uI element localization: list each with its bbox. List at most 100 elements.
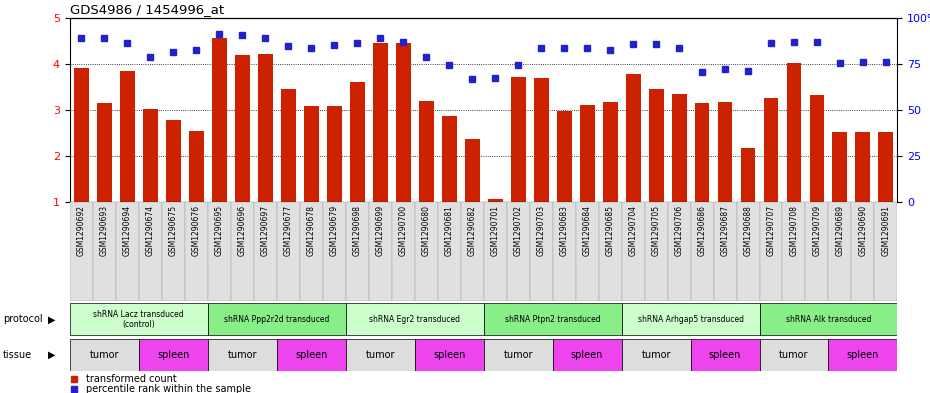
Text: GSM1290705: GSM1290705 xyxy=(652,205,660,257)
Bar xyxy=(207,303,346,335)
Bar xyxy=(73,68,88,202)
Text: GSM1290690: GSM1290690 xyxy=(858,205,868,257)
Text: GSM1290688: GSM1290688 xyxy=(743,205,752,256)
Text: shRNA Arhgap5 transduced: shRNA Arhgap5 transduced xyxy=(638,315,743,324)
Bar xyxy=(760,303,897,335)
Text: GSM1290676: GSM1290676 xyxy=(192,205,201,257)
Bar xyxy=(70,339,139,371)
Text: GSM1290674: GSM1290674 xyxy=(146,205,154,257)
Text: GSM1290704: GSM1290704 xyxy=(629,205,638,257)
Bar xyxy=(189,131,204,202)
Bar xyxy=(695,103,710,202)
Bar xyxy=(829,202,852,301)
Text: shRNA Ppp2r2d transduced: shRNA Ppp2r2d transduced xyxy=(224,315,329,324)
Bar xyxy=(852,202,874,301)
Text: GSM1290681: GSM1290681 xyxy=(445,205,454,256)
Text: spleen: spleen xyxy=(571,350,604,360)
Text: GSM1290678: GSM1290678 xyxy=(307,205,315,256)
Bar xyxy=(856,132,870,202)
Text: GSM1290689: GSM1290689 xyxy=(835,205,844,256)
Bar xyxy=(579,105,594,202)
Bar xyxy=(484,339,552,371)
Bar xyxy=(70,303,207,335)
Bar xyxy=(350,82,365,202)
Text: GSM1290686: GSM1290686 xyxy=(698,205,707,256)
Bar xyxy=(395,43,411,202)
Text: GSM1290703: GSM1290703 xyxy=(537,205,546,257)
Bar xyxy=(760,202,782,301)
Text: GSM1290687: GSM1290687 xyxy=(721,205,729,256)
Bar xyxy=(418,101,433,202)
Bar xyxy=(507,202,529,301)
Text: GSM1290695: GSM1290695 xyxy=(215,205,224,257)
Bar xyxy=(207,202,231,301)
Text: GSM1290691: GSM1290691 xyxy=(882,205,890,256)
Bar xyxy=(97,103,112,202)
Text: GSM1290684: GSM1290684 xyxy=(582,205,591,256)
Bar xyxy=(166,120,180,202)
Bar xyxy=(603,102,618,202)
Bar xyxy=(346,202,368,301)
Text: GSM1290682: GSM1290682 xyxy=(468,205,476,256)
Bar xyxy=(879,132,894,202)
Bar xyxy=(254,202,276,301)
Bar xyxy=(373,43,388,202)
Bar xyxy=(713,202,737,301)
Text: GSM1290700: GSM1290700 xyxy=(399,205,407,257)
Text: tumor: tumor xyxy=(89,350,119,360)
Text: transformed count: transformed count xyxy=(86,374,178,384)
Bar xyxy=(764,99,778,202)
Text: shRNA Alk transduced: shRNA Alk transduced xyxy=(786,315,871,324)
Bar xyxy=(346,303,484,335)
Text: protocol: protocol xyxy=(3,314,43,324)
Bar xyxy=(671,94,686,202)
Bar xyxy=(460,202,484,301)
Text: tumor: tumor xyxy=(365,350,395,360)
Text: ▶: ▶ xyxy=(48,314,56,324)
Bar xyxy=(276,202,299,301)
Bar xyxy=(809,95,825,202)
Text: spleen: spleen xyxy=(433,350,465,360)
Bar xyxy=(740,148,755,202)
Bar xyxy=(115,202,139,301)
Bar xyxy=(552,339,621,371)
Bar xyxy=(668,202,690,301)
Bar xyxy=(326,107,341,202)
Text: spleen: spleen xyxy=(295,350,327,360)
Bar xyxy=(207,339,276,371)
Bar xyxy=(829,339,897,371)
Bar xyxy=(415,202,438,301)
Bar xyxy=(281,89,296,202)
Text: ▶: ▶ xyxy=(48,350,56,360)
Text: GSM1290677: GSM1290677 xyxy=(284,205,293,257)
Text: GSM1290708: GSM1290708 xyxy=(790,205,799,256)
Bar xyxy=(465,139,480,202)
Text: spleen: spleen xyxy=(847,350,879,360)
Bar xyxy=(120,71,135,202)
Bar xyxy=(162,202,185,301)
Text: GSM1290698: GSM1290698 xyxy=(352,205,362,256)
Bar xyxy=(442,116,457,202)
Text: GSM1290692: GSM1290692 xyxy=(77,205,86,256)
Text: GSM1290709: GSM1290709 xyxy=(813,205,821,257)
Bar xyxy=(231,202,254,301)
Text: tumor: tumor xyxy=(779,350,809,360)
Text: GSM1290683: GSM1290683 xyxy=(560,205,568,256)
Bar xyxy=(299,202,323,301)
Bar xyxy=(93,202,115,301)
Bar xyxy=(258,54,272,202)
Bar xyxy=(484,303,621,335)
Text: GSM1290699: GSM1290699 xyxy=(376,205,385,257)
Bar xyxy=(737,202,760,301)
Bar xyxy=(805,202,829,301)
Bar xyxy=(690,339,760,371)
Text: GSM1290696: GSM1290696 xyxy=(238,205,246,257)
Text: GSM1290702: GSM1290702 xyxy=(513,205,523,256)
Bar xyxy=(556,111,572,202)
Bar xyxy=(644,202,668,301)
Text: tumor: tumor xyxy=(642,350,671,360)
Bar xyxy=(234,55,249,202)
Text: shRNA Lacz transduced
(control): shRNA Lacz transduced (control) xyxy=(93,310,184,329)
Bar xyxy=(782,202,805,301)
Bar xyxy=(276,339,346,371)
